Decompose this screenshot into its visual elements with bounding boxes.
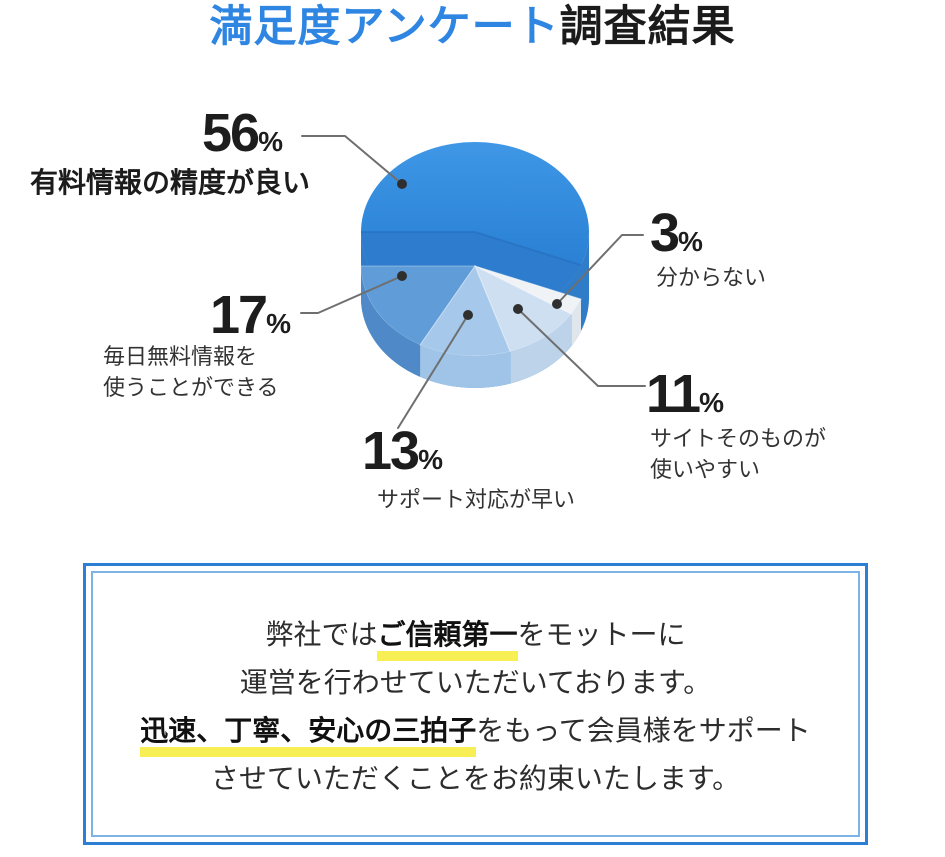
leader-dot-56 [397, 179, 407, 189]
message-box-inner: 弊社ではご信頼第一をモットーに 運営を行わせていただいております。 迅速、丁寧、… [91, 571, 860, 837]
pie-slice-11-wall [510, 314, 572, 384]
leader-dot-11 [513, 304, 523, 314]
callout-13-label: サポート対応が早い [377, 487, 576, 512]
callout-17-label-line2: 使うことができる [103, 375, 279, 400]
callout-3-unit: % [678, 226, 703, 257]
callout-3-value: 3% [650, 206, 703, 260]
callout-11-label: サイトそのものが 使いやすい [650, 423, 826, 485]
message-line-1: 弊社ではご信頼第一をモットーに [93, 611, 858, 661]
page-title-rest: 調査結果 [559, 3, 736, 51]
message-box: 弊社ではご信頼第一をモットーに 運営を行わせていただいております。 迅速、丁寧、… [83, 563, 868, 845]
callout-11-label-line2: 使いやすい [650, 457, 761, 482]
leader-dot-3 [552, 299, 562, 309]
message-line-3: 迅速、丁寧、安心の三拍子をもって会員様をサポート [93, 707, 858, 757]
pie-chart-3d [300, 135, 646, 429]
leader-dot-17 [397, 271, 407, 281]
callout-17-label-line1: 毎日無料情報を [103, 344, 258, 369]
pie-slice-11-top [474, 264, 573, 353]
callout-11-label-line1: サイトそのものが [650, 426, 827, 451]
callout-56-label: 有料情報の精度が良い [30, 167, 311, 198]
callout-56-unit: % [258, 126, 283, 157]
leader-line-11 [517, 308, 646, 387]
pie-slice-56-front-edge [361, 231, 582, 267]
page-title-highlight: 満足度アンケート [209, 3, 560, 51]
pie-slice-17-wall [361, 266, 421, 377]
leader-line-56 [301, 135, 403, 185]
callout-56-number: 56 [202, 103, 260, 163]
message-line-3-post: をもって会員様をサポート [476, 715, 811, 746]
callout-17-number: 17 [210, 285, 268, 345]
leader-dot-13 [463, 310, 473, 320]
callout-13-number: 13 [362, 421, 420, 481]
callout-11-unit: % [699, 387, 724, 418]
message-line-4: させていただくことをお約束いたします。 [210, 763, 741, 794]
callout-11-value: 11% [646, 367, 724, 421]
message-line-1-pre: 弊社では [265, 619, 378, 650]
message-line-1-post: をモットーに [517, 619, 686, 650]
message-line-2: 運営を行わせていただいております。 [239, 667, 712, 698]
pie-slice-3-wall [571, 299, 581, 347]
callout-17-value: 17% [210, 288, 291, 342]
leader-line-13 [397, 314, 469, 429]
callout-3-label: 分からない [656, 265, 767, 290]
message-line-3-highlight: 迅速、丁寧、安心の三拍子 [140, 715, 477, 757]
callout-17-unit: % [266, 308, 291, 339]
callout-13-value: 13% [362, 424, 443, 478]
leader-line-3 [556, 234, 644, 305]
page-title: 満足度アンケート調査結果 [0, 2, 945, 54]
message-line-1-highlight: ご信頼第一 [377, 619, 518, 661]
callout-56-value: 56% [202, 106, 283, 160]
callout-3-number: 3 [650, 203, 680, 263]
leader-line-17 [300, 275, 403, 314]
callout-11-number: 11 [646, 364, 701, 424]
callout-13-unit: % [418, 444, 443, 475]
callout-17-label: 毎日無料情報を 使うことができる [103, 341, 279, 403]
